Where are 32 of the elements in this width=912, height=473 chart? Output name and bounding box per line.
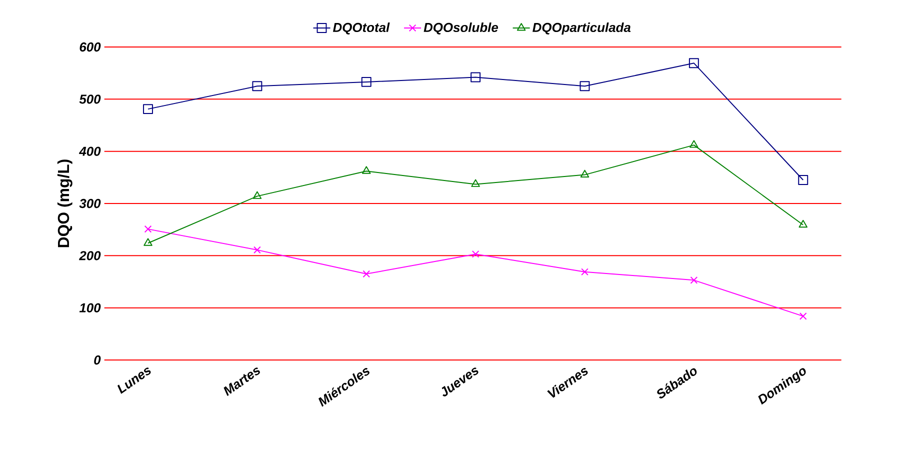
point <box>252 191 262 199</box>
point <box>799 312 807 320</box>
y-tick-label: 0 <box>94 355 101 365</box>
point <box>580 81 590 92</box>
point <box>470 72 481 82</box>
point <box>144 225 152 233</box>
y-tick-label: 400 <box>78 146 101 156</box>
point <box>472 250 480 258</box>
legend-label: DQOparticulada <box>532 22 631 35</box>
point <box>254 246 261 254</box>
point <box>252 81 262 92</box>
point <box>361 76 372 87</box>
point <box>362 270 370 278</box>
y-tick-label: 100 <box>79 303 101 312</box>
point <box>690 140 698 148</box>
legend-label: DQOsoluble <box>424 22 498 34</box>
point <box>690 276 698 284</box>
point <box>471 179 480 187</box>
y-tick-label: 200 <box>78 251 101 260</box>
legend-label: DQOtotal <box>332 22 390 34</box>
y-tick-label: 300 <box>79 198 101 208</box>
point <box>798 220 808 228</box>
point <box>581 268 588 276</box>
y-tick-label: 600 <box>80 42 101 52</box>
point <box>580 170 590 178</box>
point <box>798 175 808 186</box>
y-axis-title: DQO (mg/L) <box>57 160 72 248</box>
y-tick-label: 500 <box>79 94 101 104</box>
point <box>143 104 153 114</box>
point <box>362 166 371 174</box>
point <box>688 58 699 68</box>
point <box>144 238 152 246</box>
